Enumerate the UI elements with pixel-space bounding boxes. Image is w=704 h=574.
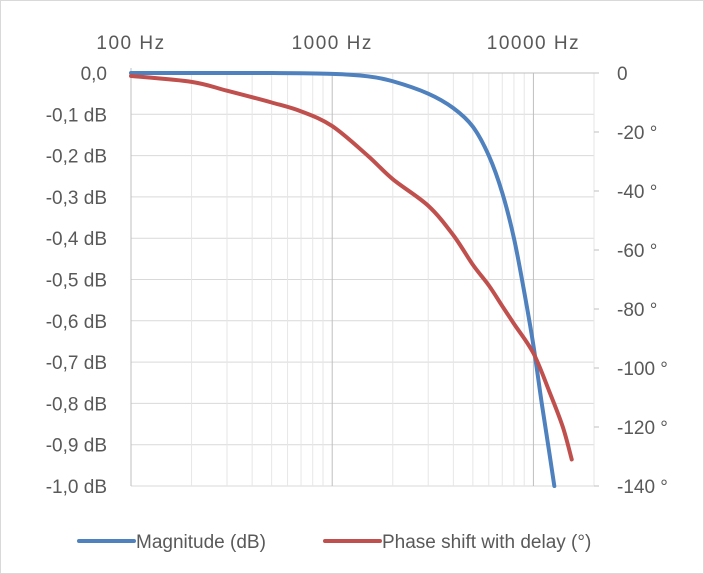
x-tick-label: 100 Hz — [96, 33, 165, 54]
series-lines — [129, 70, 574, 488]
y-right-tick-label: -20 ° — [617, 123, 657, 144]
y-left-tick-label: -0,6 dB — [46, 312, 107, 333]
tick-labels: 100 Hz 1000 Hz 10000 Hz 0,0 -0,1 dB -0,2 dB -0… — [46, 33, 668, 498]
y-right-tick-label: -140 ° — [617, 477, 668, 498]
series-line-phase — [129, 73, 574, 462]
y-left-tick-label: -1,0 dB — [46, 477, 107, 498]
gridlines — [130, 72, 595, 487]
y-right-tick-label: 0 — [617, 64, 628, 85]
y-left-tick-label: -0,5 dB — [46, 271, 107, 292]
y-left-tick-label: -0,1 dB — [46, 105, 107, 126]
y-right-tick-label: -80 ° — [617, 300, 657, 321]
y-right-tick-label: -60 ° — [617, 241, 657, 262]
y-left-tick-label: -0,7 dB — [46, 353, 107, 374]
x-tick-label: 10000 Hz — [487, 33, 580, 54]
y-right-tick-label: -100 ° — [617, 359, 668, 380]
legend-label: Phase shift with delay (°) — [382, 532, 591, 553]
y-left-tick-label: -0,8 dB — [46, 394, 107, 415]
y-left-tick-label: -0,2 dB — [46, 147, 107, 168]
y-left-tick-label: -0,3 dB — [46, 188, 107, 209]
legend: Magnitude (dB) Phase shift with delay (°) — [77, 532, 591, 553]
x-tick-label: 1000 Hz — [292, 33, 373, 54]
y-right-tick-label: -40 ° — [617, 182, 657, 203]
y-right-tick-label: -120 ° — [617, 418, 668, 439]
legend-label: Magnitude (dB) — [136, 532, 266, 553]
y-left-tick-label: 0,0 — [81, 64, 107, 85]
y-left-tick-label: -0,9 dB — [46, 436, 107, 457]
y-left-tick-label: -0,4 dB — [46, 229, 107, 250]
